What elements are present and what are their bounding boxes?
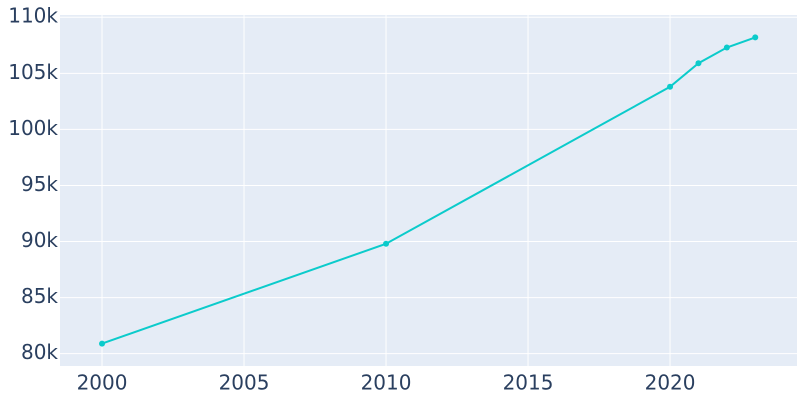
y-tick-label: 80k <box>21 340 58 364</box>
line <box>101 36 756 345</box>
point <box>383 240 390 247</box>
x-tick-label: 2020 <box>645 371 696 395</box>
point <box>695 60 702 67</box>
plot-area <box>60 15 797 366</box>
x-tick-label: 2015 <box>503 371 554 395</box>
x-tick-label: 2000 <box>77 371 128 395</box>
point <box>99 340 106 347</box>
y-tick-label: 85k <box>21 284 58 308</box>
y-tick-label: 110k <box>8 4 58 28</box>
point <box>667 83 674 90</box>
x-tick-label: 2005 <box>219 371 270 395</box>
point <box>723 44 730 51</box>
y-tick-label: 95k <box>21 172 58 196</box>
y-tick-label: 100k <box>8 116 58 140</box>
x-tick-label: 2010 <box>361 371 412 395</box>
y-tick-label: 105k <box>8 60 58 84</box>
point <box>752 34 759 41</box>
y-tick-label: 90k <box>21 228 58 252</box>
